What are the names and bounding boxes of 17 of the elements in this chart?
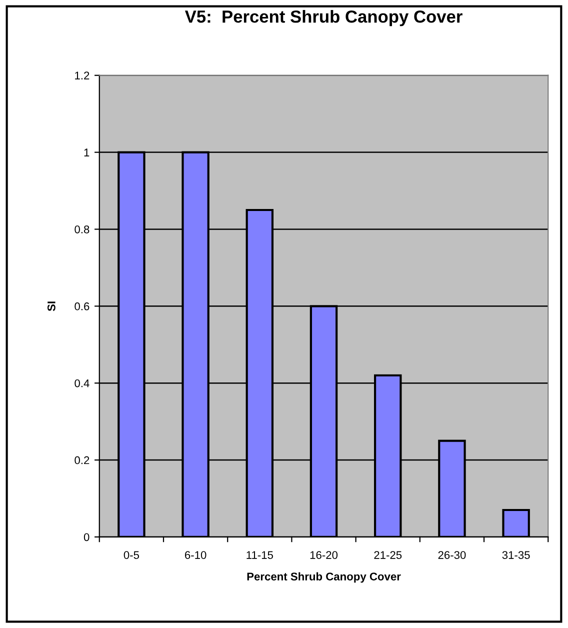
- x-tick-label: 26-30: [438, 551, 466, 559]
- chart-title: V5: Percent Shrub Canopy Cover: [184, 10, 462, 26]
- x-tick-label: 16-20: [310, 551, 338, 559]
- x-axis-title: Percent Shrub Canopy Cover: [247, 572, 401, 583]
- y-tick-label: 1.2: [75, 72, 90, 80]
- x-tick-label: 31-35: [502, 551, 530, 559]
- y-tick-label: 0.6: [74, 302, 90, 310]
- x-tick-label: 6-10: [185, 551, 206, 559]
- y-axis-title: SI: [48, 302, 56, 312]
- y-tick-label: 0: [84, 533, 90, 542]
- y-tick-label: 0.2: [74, 456, 90, 464]
- y-tick-label: 0.4: [74, 379, 90, 388]
- x-tick-label: 21-25: [374, 551, 402, 559]
- y-tick-label: 1: [84, 148, 90, 156]
- x-tick-label: 11-15: [246, 551, 273, 559]
- y-tick-label: 0.8: [74, 225, 90, 234]
- x-tick-label: 0-5: [124, 551, 140, 559]
